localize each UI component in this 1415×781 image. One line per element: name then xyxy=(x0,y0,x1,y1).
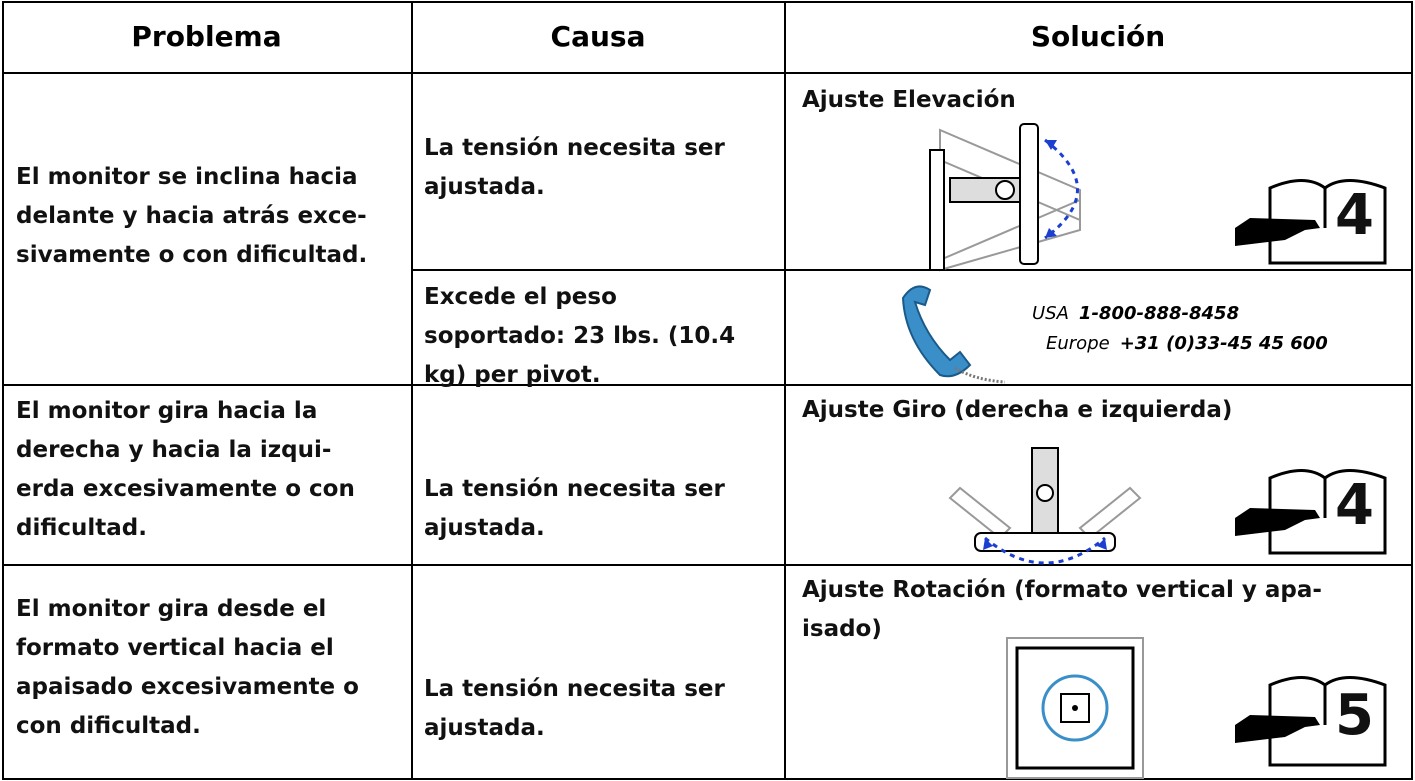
solution-title: Ajuste Rotación (formato vertical y apa-… xyxy=(802,571,1322,649)
rule xyxy=(2,1,4,780)
line: Ajuste Rotación (formato vertical y apa- xyxy=(802,577,1322,603)
page-number: 4 xyxy=(1335,473,1374,538)
line: El monitor gira desde el xyxy=(16,596,327,622)
line: formato vertical hacia el xyxy=(16,635,334,661)
line: El monitor se inclina hacia xyxy=(16,164,358,190)
elevation-illustration xyxy=(929,123,1081,272)
line: Excede el peso xyxy=(424,284,617,310)
rule xyxy=(2,564,1413,566)
phone: 1-800-888-8458 xyxy=(1078,303,1240,324)
rotation-illustration xyxy=(1006,637,1144,779)
line: sivamente o con dificultad. xyxy=(16,242,368,268)
line: apaisado excesivamente o xyxy=(16,674,359,700)
cause: La tensión necesita ser ajustada. xyxy=(424,129,725,207)
column-header: Problema xyxy=(131,20,282,53)
cause: La tensión necesita ser ajustada. xyxy=(424,470,725,548)
solution-title: Ajuste Elevación xyxy=(802,81,1016,120)
line: Ajuste Giro (derecha e izquierda) xyxy=(802,397,1233,423)
page-number: 5 xyxy=(1335,683,1374,748)
line: ajustada. xyxy=(424,174,545,200)
rule xyxy=(411,1,413,780)
problem: El monitor se inclina hacia delante y ha… xyxy=(16,158,367,275)
swivel-illustration xyxy=(948,447,1142,565)
cause: Excede el peso soportado: 23 lbs. (10.4 … xyxy=(424,278,735,395)
line: kg) per pivot. xyxy=(424,362,601,388)
line: con dificultad. xyxy=(16,713,201,739)
manual-reference xyxy=(1235,469,1387,555)
column-header: Causa xyxy=(550,20,646,53)
line: soportado: 23 lbs. (10.4 xyxy=(424,323,736,349)
line: isado) xyxy=(802,616,882,642)
line: erda excesivamente o con xyxy=(16,476,355,502)
problem: El monitor gira desde el formato vertica… xyxy=(16,590,359,746)
rule xyxy=(2,72,1413,74)
line: derecha y hacia la izqui- xyxy=(16,437,332,463)
rule xyxy=(2,1,1413,3)
line: El monitor gira hacia la xyxy=(16,398,318,424)
line: delante y hacia atrás exce- xyxy=(16,203,367,229)
rule xyxy=(412,269,1413,271)
solution-title: Ajuste Giro (derecha e izquierda) xyxy=(802,391,1232,430)
region: USA xyxy=(1032,303,1069,324)
contact: USA 1-800-888-8458 xyxy=(1032,303,1239,324)
rule xyxy=(784,1,786,780)
region: Europe xyxy=(1046,333,1110,354)
rule xyxy=(2,778,1413,780)
contact: Europe +31 (0)33-45 45 600 xyxy=(1046,333,1328,354)
line: La tensión necesita ser xyxy=(424,135,725,161)
manual-reference xyxy=(1235,179,1387,265)
cause: La tensión necesita ser ajustada. xyxy=(424,670,725,748)
problem: El monitor gira hacia la derecha y hacia… xyxy=(16,392,355,548)
rule xyxy=(1411,1,1413,780)
manual-reference xyxy=(1235,676,1387,767)
column-header: Solución xyxy=(1030,20,1166,53)
rule xyxy=(2,384,1413,386)
phone-icon xyxy=(901,285,1006,384)
line: ajustada. xyxy=(424,515,545,541)
line: dificultad. xyxy=(16,515,148,541)
phone: +31 (0)33-45 45 600 xyxy=(1119,333,1328,354)
line: ajustada. xyxy=(424,715,545,741)
page-number: 4 xyxy=(1335,183,1374,248)
line: La tensión necesita ser xyxy=(424,476,725,502)
line: La tensión necesita ser xyxy=(424,676,725,702)
line: Ajuste Elevación xyxy=(802,87,1016,113)
